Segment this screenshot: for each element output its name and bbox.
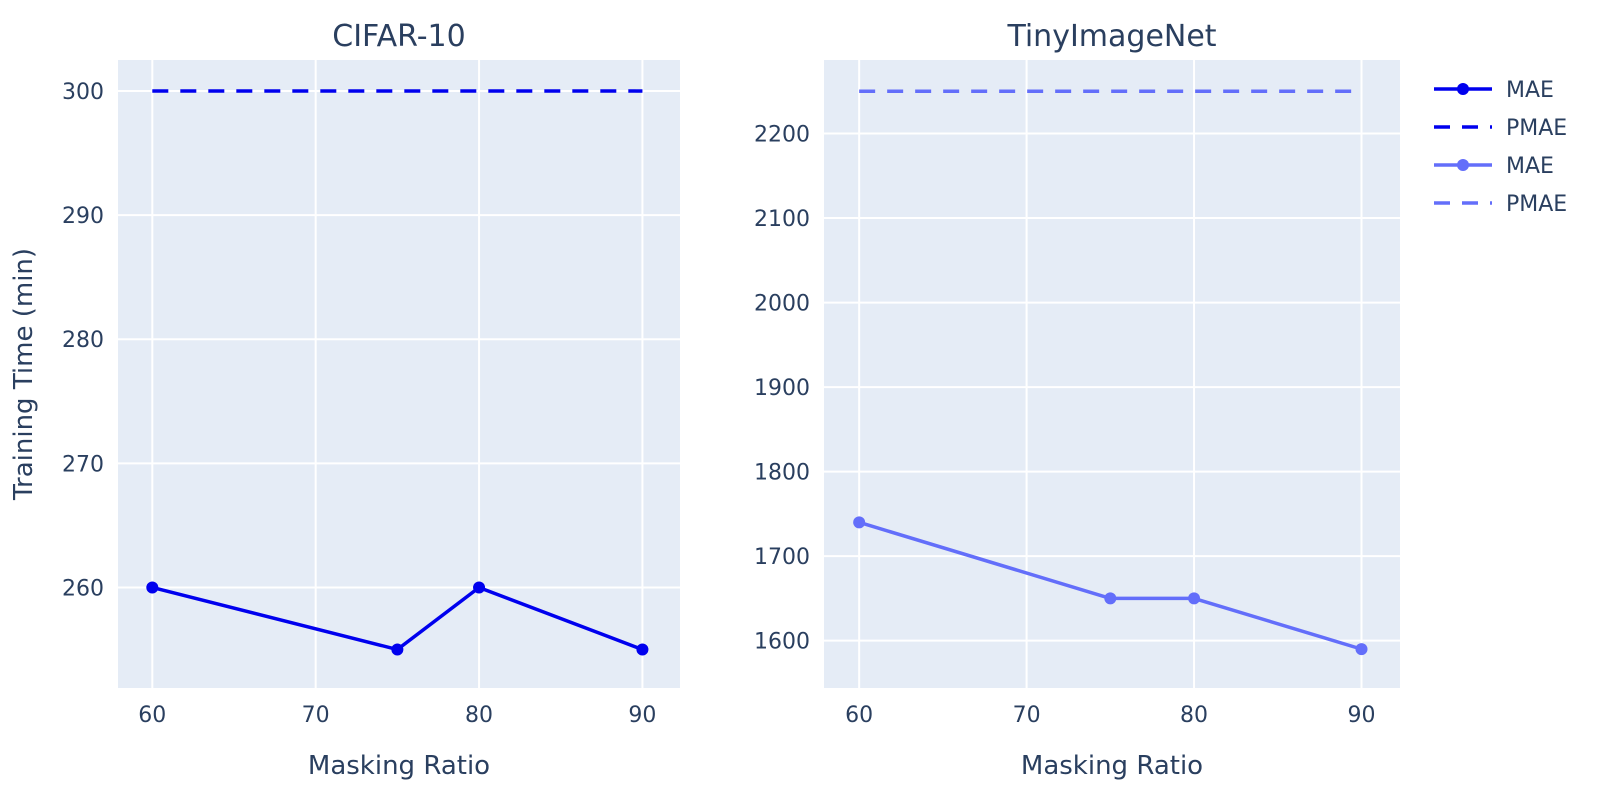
x-tick-label: 80 bbox=[1180, 703, 1208, 728]
legend-label: MAE bbox=[1506, 78, 1554, 103]
series-line-mae bbox=[858, 520, 1362, 651]
chart-title: TinyImageNet bbox=[1006, 19, 1216, 54]
legend-swatch-marker bbox=[1457, 159, 1469, 171]
y-tick-label: 1700 bbox=[754, 545, 810, 570]
legend-label: PMAE bbox=[1506, 116, 1567, 141]
x-tick-label: 70 bbox=[1013, 703, 1041, 728]
plot-area-2 bbox=[824, 60, 1400, 688]
x-tick-label: 90 bbox=[628, 703, 656, 728]
y-tick-label: 1800 bbox=[754, 461, 810, 486]
y-tick-label: 2100 bbox=[754, 207, 810, 232]
x-axis-title: Masking Ratio bbox=[1021, 751, 1203, 781]
x-tick-label: 60 bbox=[138, 703, 166, 728]
y-tick-label: 280 bbox=[62, 328, 104, 353]
data-point bbox=[1188, 592, 1201, 605]
y-tick-label: 2200 bbox=[754, 123, 810, 148]
x-tick-label: 60 bbox=[845, 703, 873, 728]
chart-title: CIFAR-10 bbox=[332, 19, 465, 54]
y-tick-label: 290 bbox=[62, 204, 104, 229]
legend-label: MAE bbox=[1506, 154, 1554, 179]
x-tick-label: 70 bbox=[302, 703, 330, 728]
data-point bbox=[1104, 592, 1117, 605]
plot-area-1 bbox=[118, 60, 680, 688]
data-point bbox=[636, 643, 649, 656]
x-axis-title: Masking Ratio bbox=[308, 751, 490, 781]
y-tick-label: 300 bbox=[62, 80, 104, 105]
data-point bbox=[473, 581, 486, 594]
series-line-mae bbox=[151, 585, 644, 652]
y-tick-label: 260 bbox=[62, 576, 104, 601]
data-point bbox=[391, 643, 404, 656]
y-tick-label: 2000 bbox=[754, 292, 810, 317]
y-tick-label: 1600 bbox=[754, 630, 810, 655]
data-point bbox=[853, 516, 866, 529]
y-tick-label: 1900 bbox=[754, 376, 810, 401]
data-point bbox=[146, 581, 159, 594]
legend-swatch-marker bbox=[1457, 83, 1469, 95]
y-tick-label: 270 bbox=[62, 452, 104, 477]
y-axis-title: Training Time (min) bbox=[9, 248, 39, 501]
legend-label: PMAE bbox=[1506, 192, 1567, 217]
data-point bbox=[1355, 643, 1368, 656]
x-tick-label: 90 bbox=[1347, 703, 1375, 728]
x-tick-label: 80 bbox=[465, 703, 493, 728]
